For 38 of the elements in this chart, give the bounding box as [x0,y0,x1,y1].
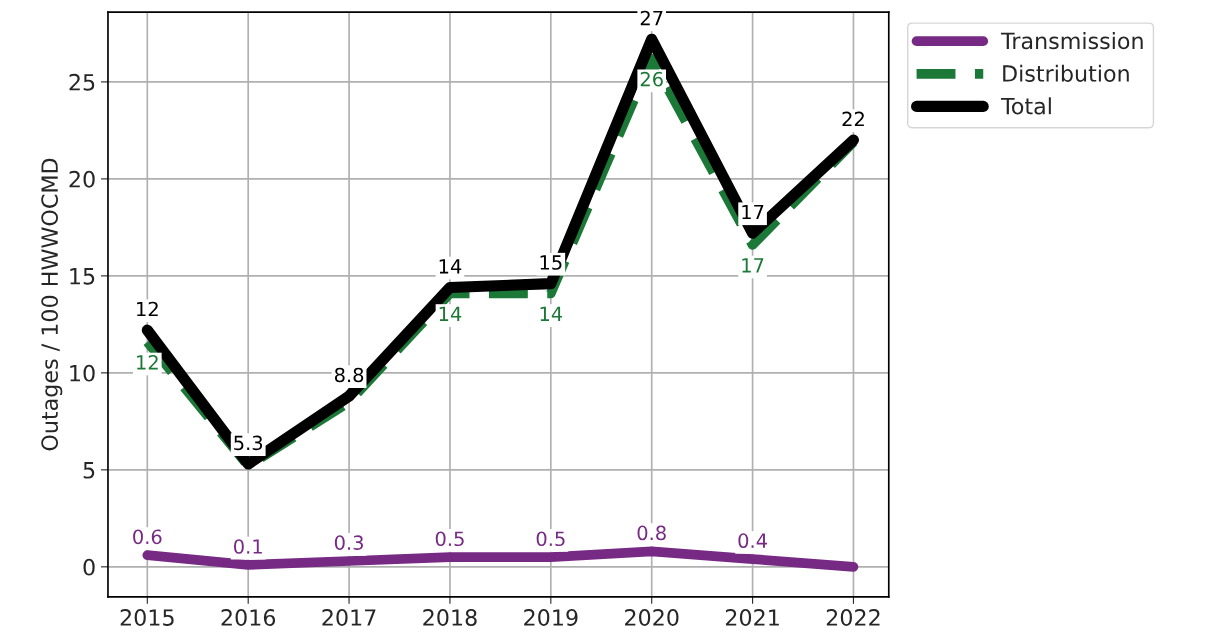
data-label: 0.6 [133,529,162,545]
data-label: 14 [540,306,563,321]
x-tick-label: 2016 [221,609,276,626]
x-tick-label: 2018 [423,609,477,626]
data-label: 0.4 [738,533,767,549]
data-label: 14 [439,259,462,274]
x-tick-label: 2015 [120,609,174,626]
x-tick-label: 2022 [826,609,880,626]
data-label: 12 [137,354,158,370]
data-label: 0.3 [334,535,363,550]
y-tick-label: 10 [70,364,95,382]
data-label: 15 [540,255,562,270]
data-label: 0.5 [435,531,464,547]
data-label: 12 [137,301,158,317]
data-label: 22 [842,111,864,127]
data-label: 0.8 [637,525,666,541]
x-tick-label: 2019 [524,609,578,626]
data-label: 17 [742,258,764,273]
legend-label: Total [1000,97,1051,115]
legend-label: Distribution [1003,64,1129,82]
y-tick-label: 0 [83,558,95,576]
data-label: 26 [640,71,663,87]
legend-label: Transmission [1000,32,1143,50]
data-label: 0.5 [536,531,565,547]
y-tick-label: 25 [69,73,95,91]
data-label: 5.3 [234,435,263,451]
data-label: 17 [742,204,764,220]
data-label: 8.8 [334,367,364,383]
x-tick-label: 2020 [625,609,679,626]
data-label: 0.1 [234,539,262,554]
x-tick-label: 2017 [322,609,376,626]
data-label: 14 [439,306,462,321]
data-label: 27 [640,10,663,26]
x-tick-label: 2021 [725,609,779,626]
y-axis-title: Outages / 100 HWWOCMD [41,158,63,451]
y-tick-label: 20 [69,170,95,188]
y-tick-label: 5 [83,462,95,479]
y-tick-label: 15 [70,268,95,285]
